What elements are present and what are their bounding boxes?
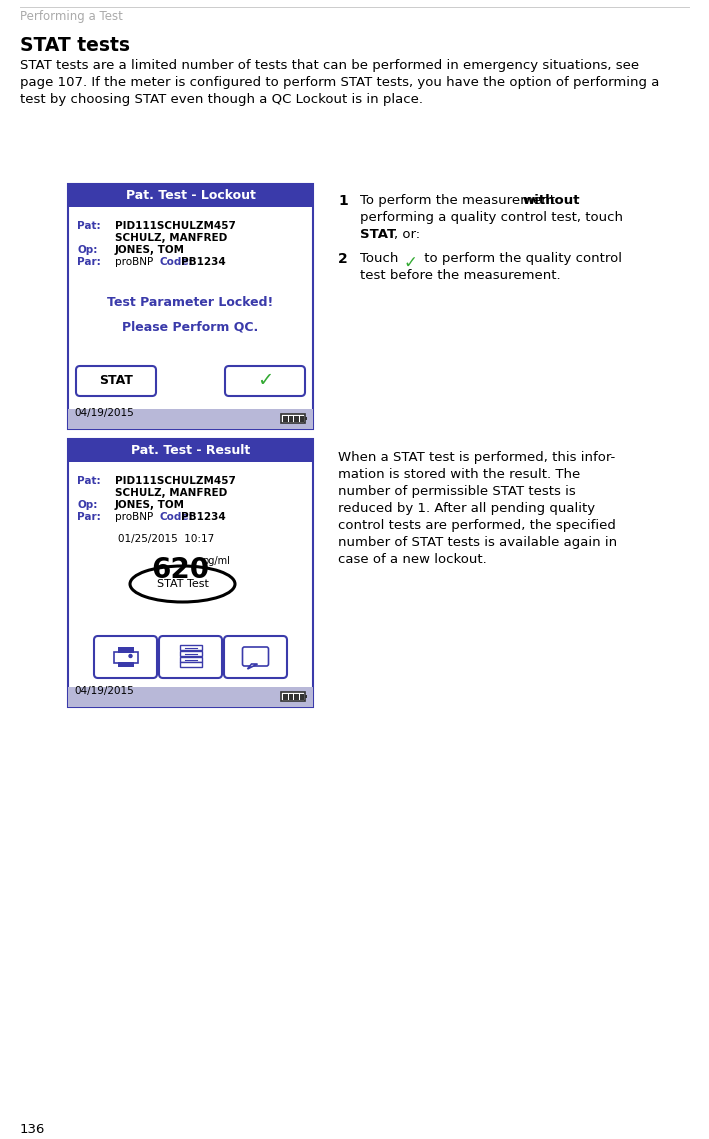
- FancyBboxPatch shape: [299, 416, 304, 421]
- Text: to perform the quality control: to perform the quality control: [420, 252, 622, 265]
- Text: STAT: STAT: [99, 375, 133, 387]
- Text: 1: 1: [338, 194, 347, 208]
- Text: Please Perform QC.: Please Perform QC.: [123, 320, 259, 333]
- FancyBboxPatch shape: [113, 652, 138, 663]
- FancyBboxPatch shape: [68, 185, 313, 207]
- FancyBboxPatch shape: [225, 366, 305, 396]
- Text: 620: 620: [152, 556, 210, 584]
- FancyBboxPatch shape: [179, 662, 201, 667]
- Text: Op:: Op:: [77, 245, 97, 255]
- Text: PB1234: PB1234: [181, 513, 225, 522]
- Text: control tests are performed, the specified: control tests are performed, the specifi…: [338, 519, 616, 532]
- FancyBboxPatch shape: [305, 695, 307, 698]
- Text: , or:: , or:: [394, 228, 420, 241]
- FancyBboxPatch shape: [294, 416, 298, 421]
- Text: STAT Test: STAT Test: [157, 579, 208, 589]
- Text: number of permissible STAT tests is: number of permissible STAT tests is: [338, 485, 576, 498]
- Circle shape: [129, 655, 132, 657]
- Text: SCHULZ, MANFRED: SCHULZ, MANFRED: [115, 233, 228, 243]
- FancyBboxPatch shape: [179, 652, 201, 656]
- Text: ✓: ✓: [257, 371, 273, 391]
- Text: number of STAT tests is available again in: number of STAT tests is available again …: [338, 536, 617, 549]
- Text: proBNP: proBNP: [115, 513, 153, 522]
- FancyBboxPatch shape: [289, 694, 293, 699]
- Text: test before the measurement.: test before the measurement.: [360, 269, 561, 282]
- FancyBboxPatch shape: [159, 636, 222, 678]
- FancyBboxPatch shape: [283, 416, 288, 421]
- FancyBboxPatch shape: [68, 439, 313, 462]
- Text: Code:: Code:: [159, 257, 193, 267]
- FancyBboxPatch shape: [68, 185, 313, 429]
- FancyBboxPatch shape: [68, 687, 313, 707]
- FancyBboxPatch shape: [94, 636, 157, 678]
- Text: Par:: Par:: [77, 257, 101, 267]
- Text: 04/19/2015: 04/19/2015: [74, 686, 134, 696]
- Text: Op:: Op:: [77, 500, 97, 510]
- FancyBboxPatch shape: [118, 662, 133, 667]
- Text: proBNP: proBNP: [115, 257, 153, 267]
- Text: test by choosing STAT even though a QC Lockout is in place.: test by choosing STAT even though a QC L…: [20, 93, 423, 106]
- Text: Code:: Code:: [159, 513, 193, 522]
- Text: Pat:: Pat:: [77, 476, 101, 486]
- FancyBboxPatch shape: [76, 366, 156, 396]
- FancyBboxPatch shape: [224, 636, 287, 678]
- FancyBboxPatch shape: [281, 693, 305, 700]
- Text: Performing a Test: Performing a Test: [20, 10, 123, 23]
- Text: SCHULZ, MANFRED: SCHULZ, MANFRED: [115, 487, 228, 498]
- FancyBboxPatch shape: [118, 647, 133, 653]
- Text: page 107. If the meter is configured to perform STAT tests, you have the option : page 107. If the meter is configured to …: [20, 76, 659, 89]
- FancyBboxPatch shape: [179, 657, 201, 662]
- Text: PID111SCHULZM457: PID111SCHULZM457: [115, 476, 236, 486]
- Text: JONES, TOM: JONES, TOM: [115, 500, 185, 510]
- Text: JONES, TOM: JONES, TOM: [115, 245, 185, 255]
- Text: performing a quality control test, touch: performing a quality control test, touch: [360, 211, 623, 224]
- Text: 2: 2: [338, 252, 347, 267]
- Text: Pat. Test - Lockout: Pat. Test - Lockout: [125, 189, 255, 202]
- Text: Touch: Touch: [360, 252, 403, 265]
- Text: To perform the measurement: To perform the measurement: [360, 194, 559, 207]
- Text: Pat. Test - Result: Pat. Test - Result: [131, 444, 250, 457]
- Text: without: without: [523, 194, 581, 207]
- FancyBboxPatch shape: [283, 694, 288, 699]
- FancyBboxPatch shape: [299, 694, 304, 699]
- Text: pg/ml: pg/ml: [203, 556, 230, 566]
- Text: STAT tests: STAT tests: [20, 36, 130, 55]
- FancyBboxPatch shape: [294, 694, 298, 699]
- FancyBboxPatch shape: [281, 413, 305, 423]
- Text: Par:: Par:: [77, 513, 101, 522]
- FancyBboxPatch shape: [242, 647, 269, 666]
- FancyBboxPatch shape: [68, 409, 313, 429]
- Text: ✓: ✓: [403, 254, 417, 272]
- Text: mation is stored with the result. The: mation is stored with the result. The: [338, 468, 580, 481]
- Text: STAT: STAT: [360, 228, 396, 241]
- Text: 04/19/2015: 04/19/2015: [74, 408, 134, 418]
- Text: Pat:: Pat:: [77, 221, 101, 231]
- FancyBboxPatch shape: [179, 645, 201, 650]
- Text: PID111SCHULZM457: PID111SCHULZM457: [115, 221, 236, 231]
- FancyBboxPatch shape: [68, 439, 313, 707]
- Text: STAT tests are a limited number of tests that can be performed in emergency situ: STAT tests are a limited number of tests…: [20, 59, 639, 72]
- Text: 01/25/2015  10:17: 01/25/2015 10:17: [118, 534, 214, 544]
- Text: When a STAT test is performed, this infor-: When a STAT test is performed, this info…: [338, 451, 615, 464]
- FancyBboxPatch shape: [289, 416, 293, 421]
- Text: Test Parameter Locked!: Test Parameter Locked!: [107, 296, 274, 309]
- Text: PB1234: PB1234: [181, 257, 225, 267]
- Text: case of a new lockout.: case of a new lockout.: [338, 554, 487, 566]
- Text: reduced by 1. After all pending quality: reduced by 1. After all pending quality: [338, 502, 595, 515]
- Polygon shape: [247, 664, 257, 669]
- FancyBboxPatch shape: [305, 417, 307, 420]
- Text: 136: 136: [20, 1123, 45, 1136]
